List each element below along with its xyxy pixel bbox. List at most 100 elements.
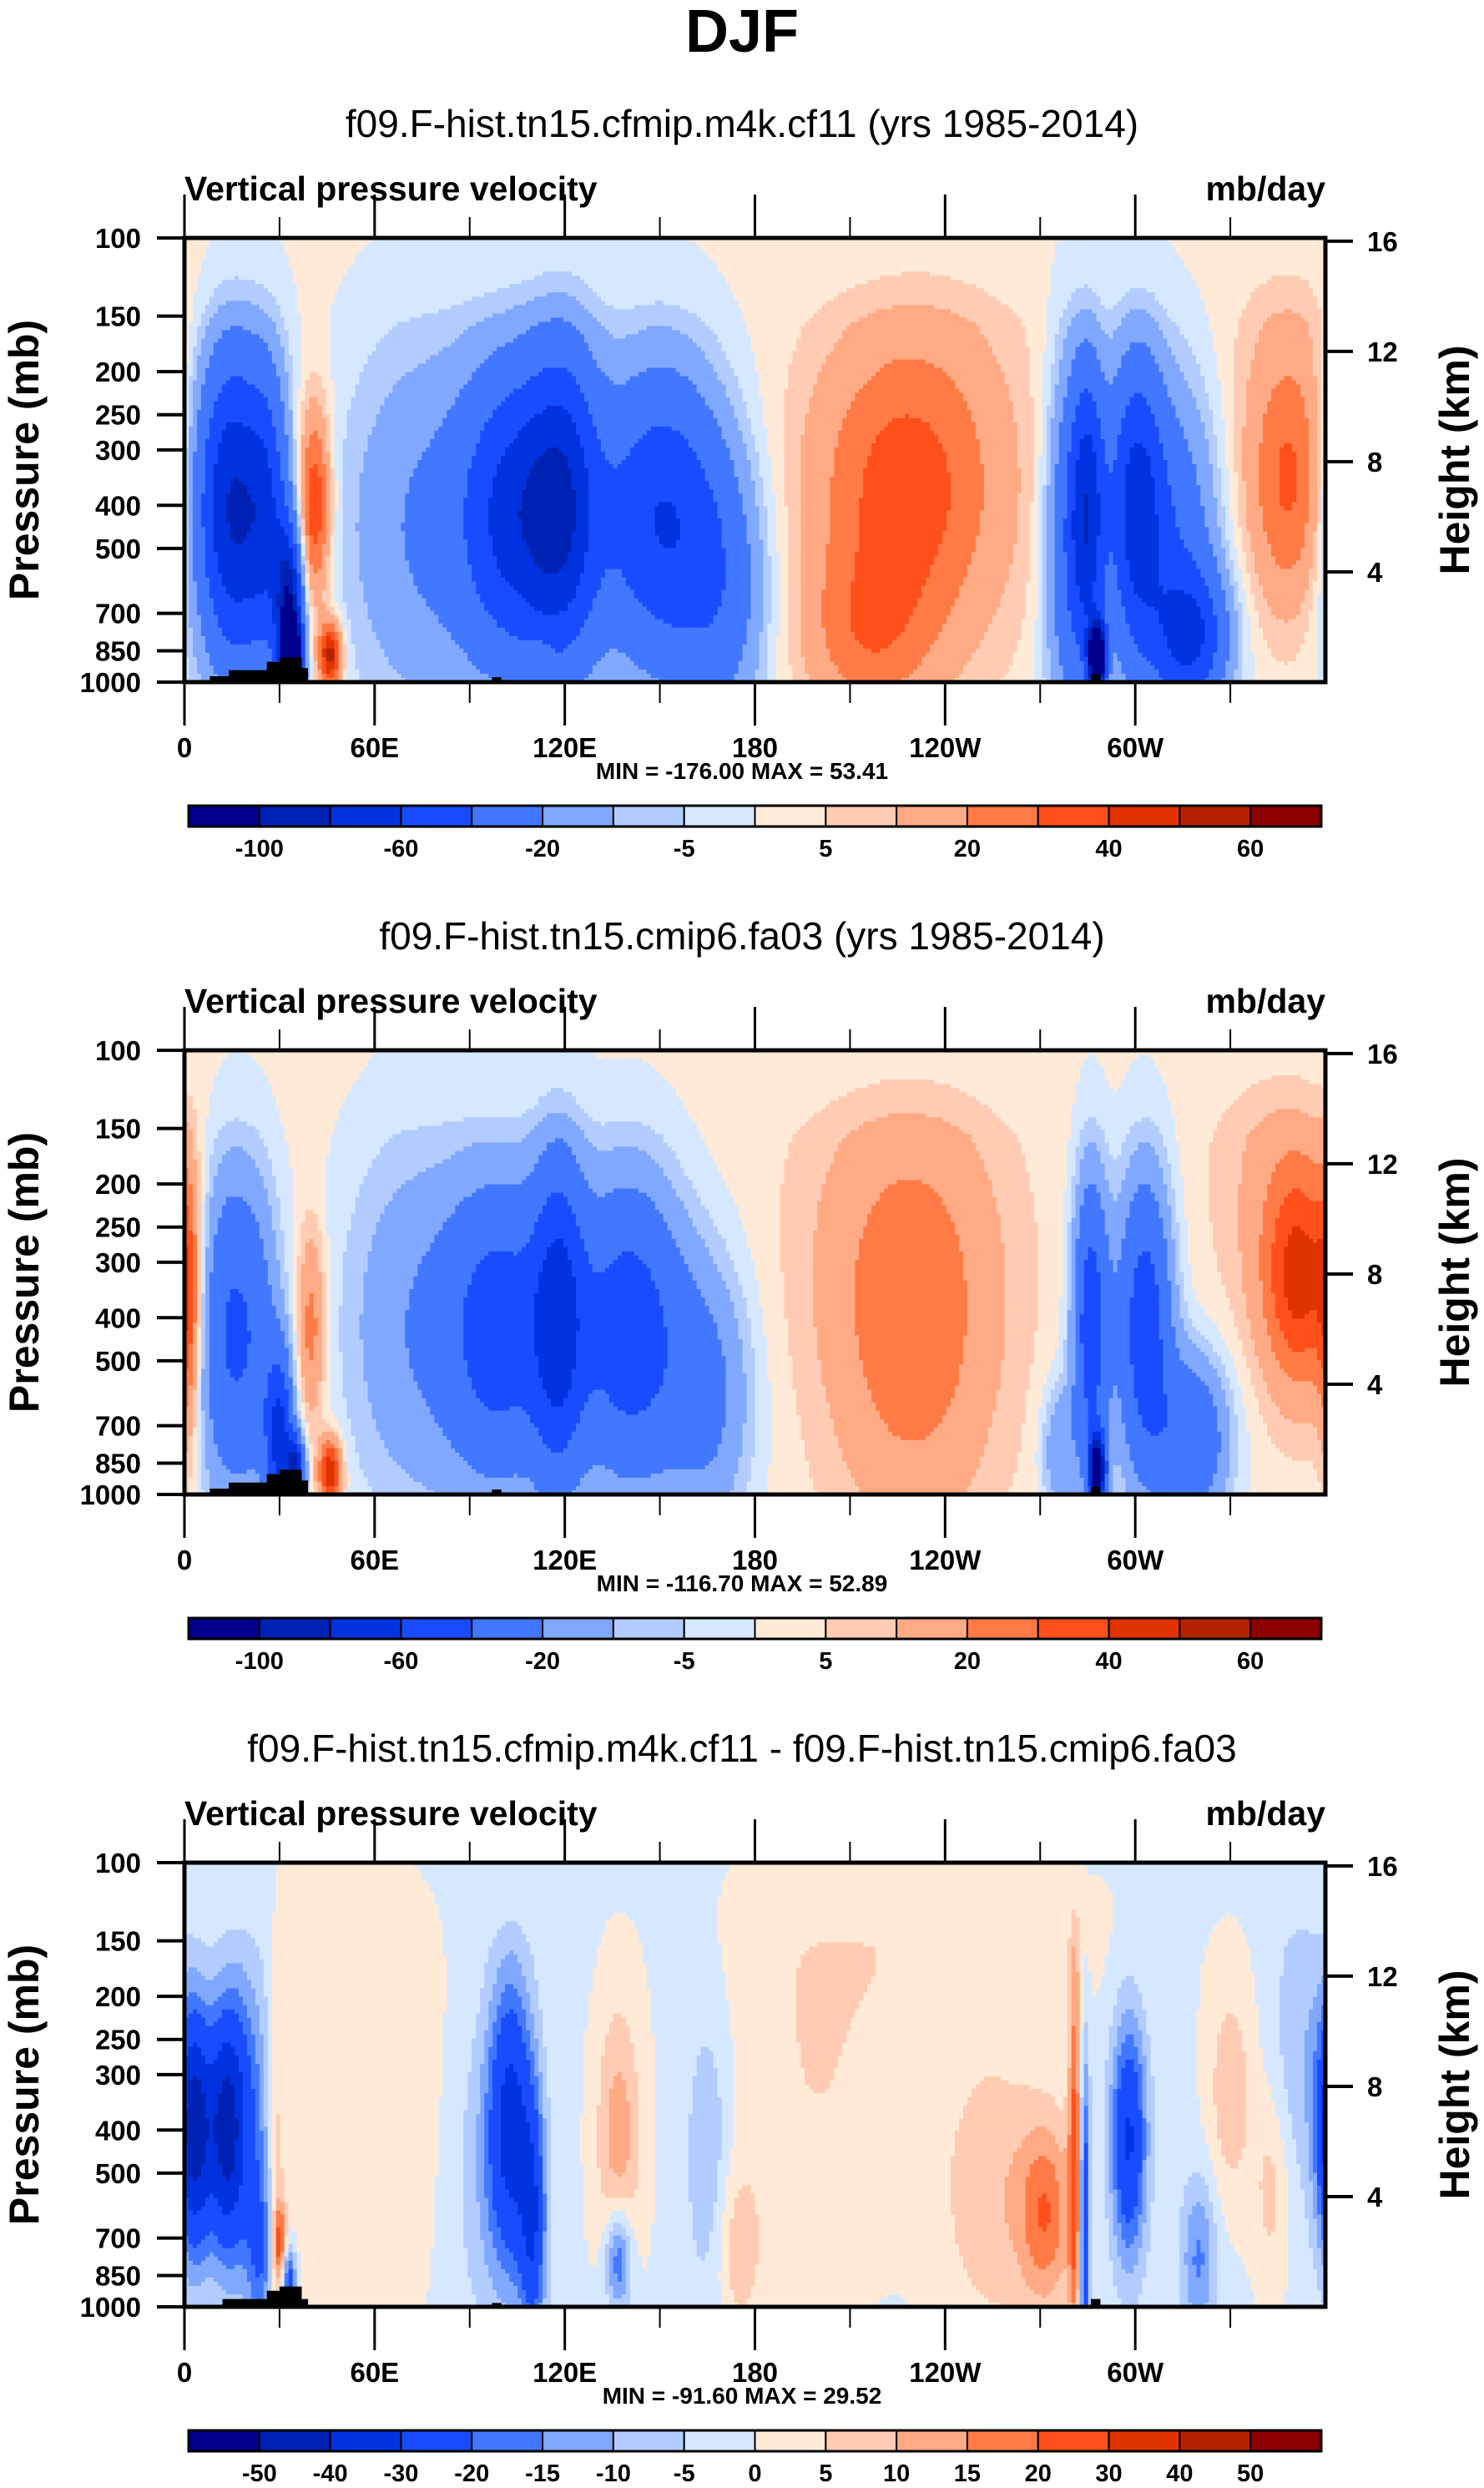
heatmap-cell: [297, 548, 302, 553]
heatmap-cell: [310, 611, 315, 616]
heatmap-cell: [339, 624, 344, 629]
heatmap-cell: [588, 284, 730, 289]
heatmap-cell: [331, 364, 365, 369]
heatmap-cell: [1234, 372, 1251, 377]
heatmap-cell: [522, 527, 576, 532]
heatmap-cell: [297, 523, 302, 528]
heatmap-cell: [813, 385, 863, 390]
heatmap-cell: [326, 422, 331, 427]
heatmap-cell: [326, 665, 336, 670]
heatmap-cell: [1242, 427, 1264, 432]
heatmap-cell: [1088, 661, 1106, 666]
heatmap-cell: [1184, 259, 1325, 264]
heatmap-cell: [447, 628, 505, 633]
heatmap-cell: [626, 653, 743, 658]
heatmap-cell: [1309, 418, 1318, 423]
heatmap-cell: [1154, 665, 1213, 670]
heatmap-cell: [326, 510, 331, 515]
heatmap-cell: [488, 506, 522, 511]
heatmap-cell: [1225, 661, 1239, 666]
heatmap-cell: [1242, 569, 1247, 574]
heatmap-cell: [780, 599, 789, 604]
heatmap-cell: [214, 481, 231, 486]
heatmap-cell: [297, 301, 336, 306]
heatmap-cell: [209, 422, 227, 427]
heatmap-cell: [1105, 578, 1118, 583]
heatmap-cell: [530, 548, 572, 553]
heatmap-cell: [1313, 364, 1322, 369]
heatmap-cell: [343, 657, 348, 662]
heatmap-cell: [763, 619, 772, 625]
heatmap-cell: [1055, 582, 1068, 587]
heatmap-cell: [289, 464, 294, 469]
heatmap-cell: [1146, 342, 1168, 347]
heatmap-cell: [251, 498, 277, 503]
heatmap-cell: [1175, 321, 1209, 326]
heatmap-cell: [314, 594, 323, 599]
heatmap-cell: [251, 301, 277, 306]
heatmap-cell: [800, 599, 822, 604]
heatmap-cell: [1250, 578, 1259, 583]
heatmap-cell: [297, 552, 302, 557]
heatmap-cell: [1192, 456, 1209, 461]
heatmap-cell: [1093, 288, 1131, 293]
heatmap-cell: [322, 594, 331, 599]
heatmap-cell: [976, 535, 1017, 540]
heatmap-cell: [193, 527, 206, 532]
heatmap-cell: [497, 556, 535, 561]
heatmap-cell: [1242, 657, 1255, 662]
heatmap-cell: [1038, 615, 1043, 620]
heatmap-cell: [1250, 619, 1259, 625]
heatmap-cell: [792, 665, 805, 670]
heatmap-cell: [1122, 418, 1156, 423]
heatmap-cell: [775, 498, 785, 503]
heatmap-cell: [572, 477, 589, 482]
heatmap-cell: [310, 544, 323, 549]
heatmap-cell: [193, 402, 202, 407]
heatmap-cell: [1122, 594, 1139, 599]
heatmap-cell: [497, 624, 584, 629]
heatmap-cell: [825, 552, 856, 557]
heatmap-cell: [1030, 569, 1039, 574]
heatmap-cell: [1042, 356, 1056, 361]
heatmap-cell: [775, 640, 789, 645]
heatmap-cell: [1051, 464, 1056, 469]
heatmap-cell: [626, 456, 697, 461]
heatmap-cell: [859, 502, 951, 507]
heatmap-cell: [360, 485, 410, 490]
heatmap-cell: [892, 305, 934, 310]
heatmap-cell: [784, 489, 801, 494]
heatmap-cell: [201, 317, 210, 322]
heatmap-cell: [946, 468, 985, 473]
heatmap-cell: [838, 443, 872, 448]
heatmap-cell: [310, 473, 319, 478]
panel-1: f09.F-hist.tn15.cfmip.m4k.cf11 (yrs 1985…: [1, 102, 1478, 862]
heatmap-cell: [771, 481, 785, 486]
heatmap-cell: [401, 674, 488, 679]
heatmap-cell: [759, 645, 768, 650]
heatmap-cell: [347, 665, 356, 670]
heatmap-cell: [301, 531, 306, 536]
heatmap-cell: [1213, 477, 1222, 482]
heatmap-cell: [1229, 514, 1239, 519]
heatmap-cell: [467, 326, 530, 331]
heatmap-cell: [318, 464, 327, 469]
heatmap-cell: [1042, 372, 1052, 377]
heatmap-cell: [763, 544, 768, 549]
heatmap-cell: [568, 456, 585, 461]
heatmap-cell: [1026, 590, 1039, 595]
heatmap-cell: [230, 489, 248, 494]
heatmap-cell: [588, 514, 655, 519]
heatmap-cell: [1200, 288, 1254, 293]
heatmap-cell: [767, 427, 785, 432]
heatmap-cell: [747, 518, 760, 523]
heatmap-cell: [197, 422, 210, 427]
heatmap-cell: [214, 489, 231, 494]
heatmap-cell: [438, 615, 492, 620]
heatmap-cell: [1196, 464, 1214, 469]
heatmap-cell: [838, 435, 876, 440]
heatmap-cell: [218, 456, 268, 461]
heatmap-cell: [268, 346, 285, 351]
heatmap-cell: [1105, 624, 1110, 629]
heatmap-cell: [476, 452, 506, 457]
